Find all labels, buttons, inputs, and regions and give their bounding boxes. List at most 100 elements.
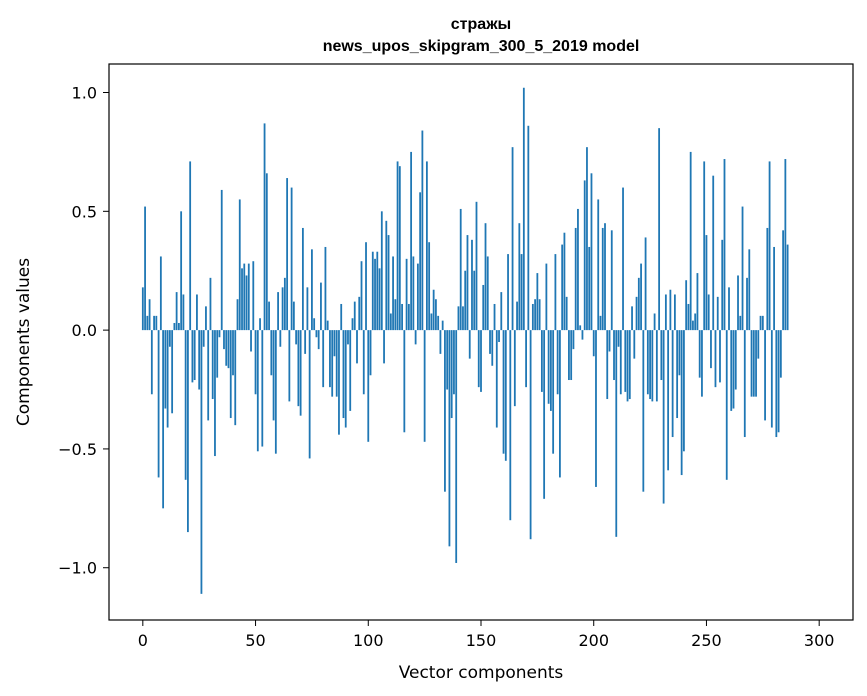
bar-8 bbox=[159, 256, 162, 331]
bar-247 bbox=[698, 330, 701, 378]
bar-44 bbox=[241, 268, 243, 331]
bar-101 bbox=[369, 330, 372, 376]
bar-130 bbox=[435, 299, 437, 331]
bar-124 bbox=[421, 130, 424, 331]
bar-17 bbox=[180, 211, 183, 331]
bar-91 bbox=[347, 330, 349, 345]
bar-261 bbox=[730, 330, 733, 411]
bar-36 bbox=[223, 330, 225, 350]
bar-61 bbox=[279, 330, 282, 347]
bar-28 bbox=[205, 306, 207, 331]
bar-4 bbox=[150, 330, 153, 395]
bar-249 bbox=[703, 161, 706, 331]
bar-208 bbox=[610, 230, 613, 331]
bar-73 bbox=[306, 287, 309, 331]
x-tick-label: 0 bbox=[138, 631, 148, 650]
bar-184 bbox=[556, 330, 559, 395]
bar-271 bbox=[752, 330, 755, 397]
bar-77 bbox=[315, 330, 318, 338]
bar-203 bbox=[599, 315, 602, 331]
bar-243 bbox=[689, 151, 692, 331]
bar-76 bbox=[313, 318, 316, 331]
bar-115 bbox=[401, 303, 403, 331]
bar-279 bbox=[770, 330, 773, 428]
bar-207 bbox=[608, 330, 611, 352]
bar-248 bbox=[701, 330, 703, 397]
bar-152 bbox=[484, 223, 487, 331]
bar-32 bbox=[214, 330, 216, 457]
bar-179 bbox=[545, 263, 548, 331]
bar-189 bbox=[568, 330, 570, 381]
bar-20 bbox=[187, 330, 189, 533]
bar-45 bbox=[243, 263, 246, 331]
bar-81 bbox=[324, 246, 327, 331]
bar-134 bbox=[444, 330, 446, 492]
bar-140 bbox=[457, 306, 460, 331]
bar-264 bbox=[737, 275, 739, 331]
bar-72 bbox=[304, 330, 307, 354]
bar-11 bbox=[166, 330, 169, 428]
bar-18 bbox=[182, 294, 185, 331]
bar-60 bbox=[277, 292, 279, 331]
bar-240 bbox=[683, 330, 685, 452]
x-tick-label: 100 bbox=[353, 631, 384, 650]
bar-245 bbox=[694, 313, 697, 331]
bar-213 bbox=[622, 187, 624, 331]
bar-138 bbox=[453, 330, 455, 395]
bar-111 bbox=[392, 256, 394, 331]
bar-122 bbox=[416, 263, 419, 331]
bar-205 bbox=[604, 223, 606, 331]
bar-206 bbox=[606, 330, 609, 400]
bar-188 bbox=[565, 296, 568, 331]
y-tick-label: −1.0 bbox=[58, 559, 97, 578]
bar-75 bbox=[311, 249, 313, 331]
bar-262 bbox=[732, 330, 735, 409]
bar-141 bbox=[459, 208, 462, 331]
bar-67 bbox=[292, 301, 295, 331]
bar-215 bbox=[626, 330, 629, 402]
bar-164 bbox=[511, 147, 514, 331]
bar-50 bbox=[254, 330, 257, 395]
bar-127 bbox=[428, 242, 431, 331]
bar-161 bbox=[504, 330, 507, 461]
bar-128 bbox=[430, 313, 433, 331]
bar-133 bbox=[441, 320, 444, 331]
bar-284 bbox=[782, 230, 785, 331]
bar-182 bbox=[552, 330, 555, 454]
bar-239 bbox=[680, 330, 683, 476]
bar-31 bbox=[211, 330, 214, 400]
bar-132 bbox=[439, 330, 442, 354]
bar-120 bbox=[412, 256, 415, 331]
bar-163 bbox=[509, 330, 512, 521]
bar-26 bbox=[200, 330, 203, 594]
bar-275 bbox=[761, 315, 764, 331]
bar-85 bbox=[333, 330, 336, 357]
bar-5 bbox=[153, 315, 155, 331]
chart-title: стражы news_upos_skipgram_300_5_2019 mod… bbox=[323, 16, 640, 55]
bar-118 bbox=[407, 303, 410, 331]
x-axis: 0 50 100 150 200 250 300 bbox=[138, 620, 834, 650]
bar-198 bbox=[588, 246, 591, 331]
bar-119 bbox=[410, 151, 413, 331]
bar-110 bbox=[389, 313, 392, 331]
bar-53 bbox=[261, 330, 264, 447]
bar-209 bbox=[613, 330, 615, 381]
bar-55 bbox=[265, 173, 268, 331]
bar-153 bbox=[486, 256, 489, 331]
bar-100 bbox=[367, 330, 370, 442]
bar-88 bbox=[340, 303, 343, 331]
bar-241 bbox=[685, 280, 688, 331]
bar-123 bbox=[419, 192, 422, 331]
bar-178 bbox=[543, 330, 546, 499]
bar-30 bbox=[209, 277, 212, 331]
bar-94 bbox=[353, 301, 356, 331]
bar-158 bbox=[498, 330, 500, 342]
bar-217 bbox=[631, 306, 633, 331]
bar-224 bbox=[646, 330, 649, 395]
bar-191 bbox=[572, 330, 575, 350]
y-axis-label: Components values bbox=[14, 258, 34, 426]
bar-105 bbox=[378, 268, 381, 331]
bar-66 bbox=[290, 187, 293, 331]
bar-187 bbox=[563, 232, 566, 331]
bar-9 bbox=[162, 330, 165, 509]
